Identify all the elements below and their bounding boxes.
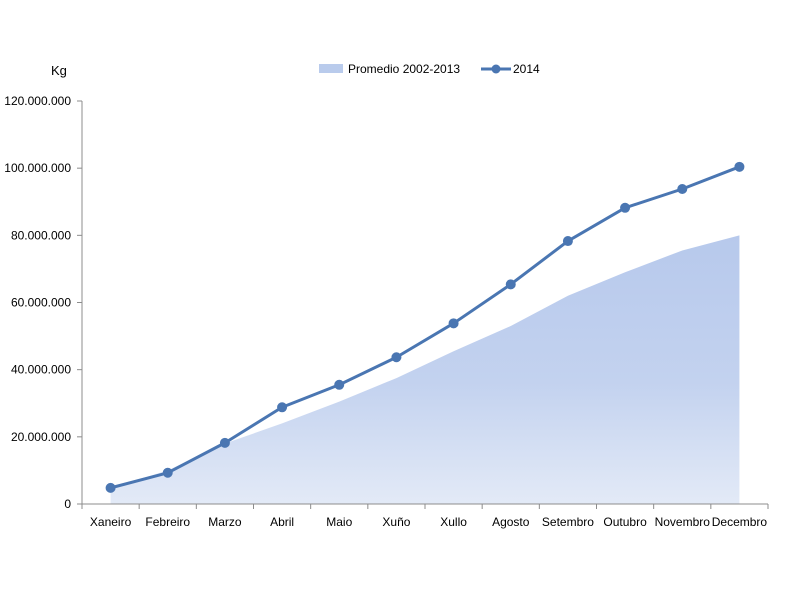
x-tick-label: Abril bbox=[270, 515, 294, 529]
y-axis-label: Kg bbox=[51, 63, 67, 78]
data-point-2014 bbox=[734, 161, 745, 172]
x-tick-label: Febreiro bbox=[145, 515, 190, 529]
x-tick-label: Novembro bbox=[655, 515, 711, 529]
data-point-2014 bbox=[277, 402, 288, 413]
x-tick-label: Setembro bbox=[542, 515, 594, 529]
data-point-2014 bbox=[105, 482, 116, 493]
y-tick-label: 0 bbox=[64, 497, 71, 511]
y-tick-label: 60.000.000 bbox=[11, 296, 71, 310]
legend-label-area: Promedio 2002-2013 bbox=[348, 62, 460, 76]
y-tick-label: 20.000.000 bbox=[11, 430, 71, 444]
area-series-promedio bbox=[110, 235, 740, 505]
x-tick-label: Outubro bbox=[603, 515, 647, 529]
data-point-2014 bbox=[219, 437, 230, 448]
data-point-2014 bbox=[448, 318, 459, 329]
data-point-2014 bbox=[620, 202, 631, 213]
line-series-2014 bbox=[110, 165, 740, 490]
x-tick-label: Xuño bbox=[382, 515, 410, 529]
x-tick-label: Xullo bbox=[440, 515, 467, 529]
data-point-2014 bbox=[562, 236, 573, 247]
x-tick-label: Maio bbox=[326, 515, 352, 529]
plot-area: 0 20.000.000 40.000.000 60.000.000 80.000.00… bbox=[4, 94, 769, 529]
legend-label-line: 2014 bbox=[513, 62, 540, 76]
data-point-2014 bbox=[391, 352, 402, 363]
x-tick-label: Agosto bbox=[492, 515, 530, 529]
y-tick-label: 40.000.000 bbox=[11, 363, 71, 377]
legend-swatch-area bbox=[319, 64, 343, 73]
legend: Promedio 2002-2013 2014 bbox=[319, 62, 540, 76]
data-point-2014 bbox=[162, 467, 173, 478]
y-tick-label: 100.000.000 bbox=[4, 161, 71, 175]
x-tick-label: Marzo bbox=[208, 515, 242, 529]
data-point-2014 bbox=[677, 183, 688, 194]
x-tick-label: Decembro bbox=[712, 515, 768, 529]
data-point-2014 bbox=[334, 379, 345, 390]
data-point-2014 bbox=[505, 279, 516, 290]
y-tick-label: 80.000.000 bbox=[11, 228, 71, 242]
legend-swatch-marker bbox=[491, 64, 501, 74]
y-tick-label: 120.000.000 bbox=[4, 94, 71, 108]
x-tick-label: Xaneiro bbox=[90, 515, 132, 529]
